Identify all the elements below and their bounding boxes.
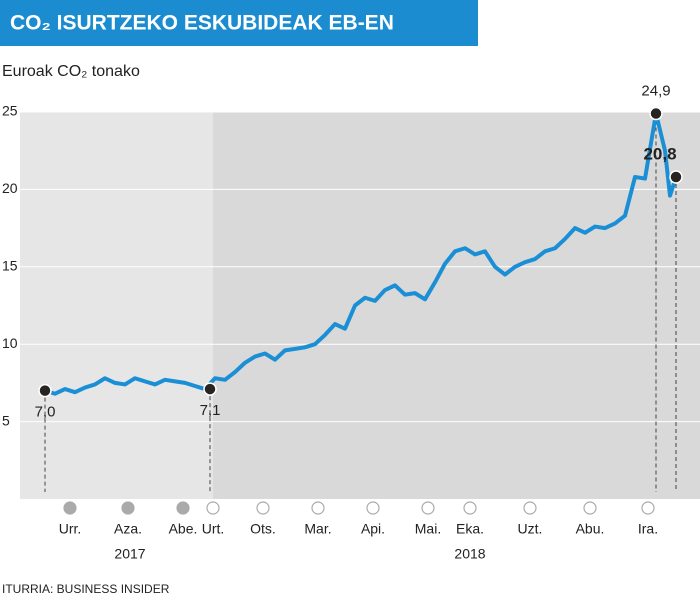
x-tick-mark — [641, 501, 655, 515]
source: ITURRIA: BUSINESS INSIDER — [2, 582, 170, 596]
x-tick-label: Abu. — [576, 521, 605, 537]
annotation-point — [669, 170, 683, 184]
x-tick-mark — [421, 501, 435, 515]
data-line — [44, 111, 678, 396]
highlight-region — [213, 112, 700, 499]
x-tick-mark — [583, 501, 597, 515]
x-tick-mark — [256, 501, 270, 515]
x-tick-mark — [63, 501, 77, 515]
x-tick-label: Aza. — [114, 521, 142, 537]
y-tick-label: 10 — [2, 335, 18, 351]
chart-title: CO₂ ISURTZEKO ESKUBIDEAK EB-EN — [10, 12, 394, 35]
x-tick-label: Mai. — [415, 521, 441, 537]
annotation-label: 24,9 — [641, 83, 670, 100]
x-tick-mark — [463, 501, 477, 515]
y-tick-label: 5 — [2, 412, 10, 428]
title-bar — [0, 0, 478, 46]
x-tick-mark — [311, 501, 325, 515]
annotation-point — [38, 383, 52, 398]
annotation-label: 20,8 — [643, 145, 676, 164]
x-tick-mark — [206, 501, 220, 515]
y-axis-label: Euroak CO₂ tonako — [2, 63, 140, 80]
x-tick-mark — [121, 501, 135, 515]
annotation-label: 7,0 — [35, 404, 56, 421]
x-tick-mark — [176, 501, 190, 515]
x-tick-mark — [523, 501, 537, 515]
x-tick-label: Mar. — [304, 521, 331, 537]
x-tick-label: Eka. — [456, 521, 484, 537]
year-label: 2018 — [454, 546, 485, 562]
x-tick-mark — [366, 501, 380, 515]
y-tick-label: 25 — [2, 103, 18, 119]
x-tick-label: Uzt. — [518, 521, 543, 537]
year-label: 2017 — [114, 546, 145, 562]
annotation-point — [203, 382, 217, 396]
x-tick-label: Api. — [361, 521, 385, 537]
x-tick-label: Ots. — [250, 521, 276, 537]
y-tick-label: 15 — [2, 258, 18, 274]
x-tick-label: Urr. — [59, 521, 82, 537]
x-tick-label: Abe. — [169, 521, 198, 537]
annotation-point — [649, 106, 663, 121]
x-tick-label: Ira. — [638, 521, 658, 537]
x-tick-label: Urt. — [202, 521, 225, 537]
y-tick-label: 20 — [2, 180, 18, 196]
annotation-label: 7,1 — [200, 402, 221, 419]
